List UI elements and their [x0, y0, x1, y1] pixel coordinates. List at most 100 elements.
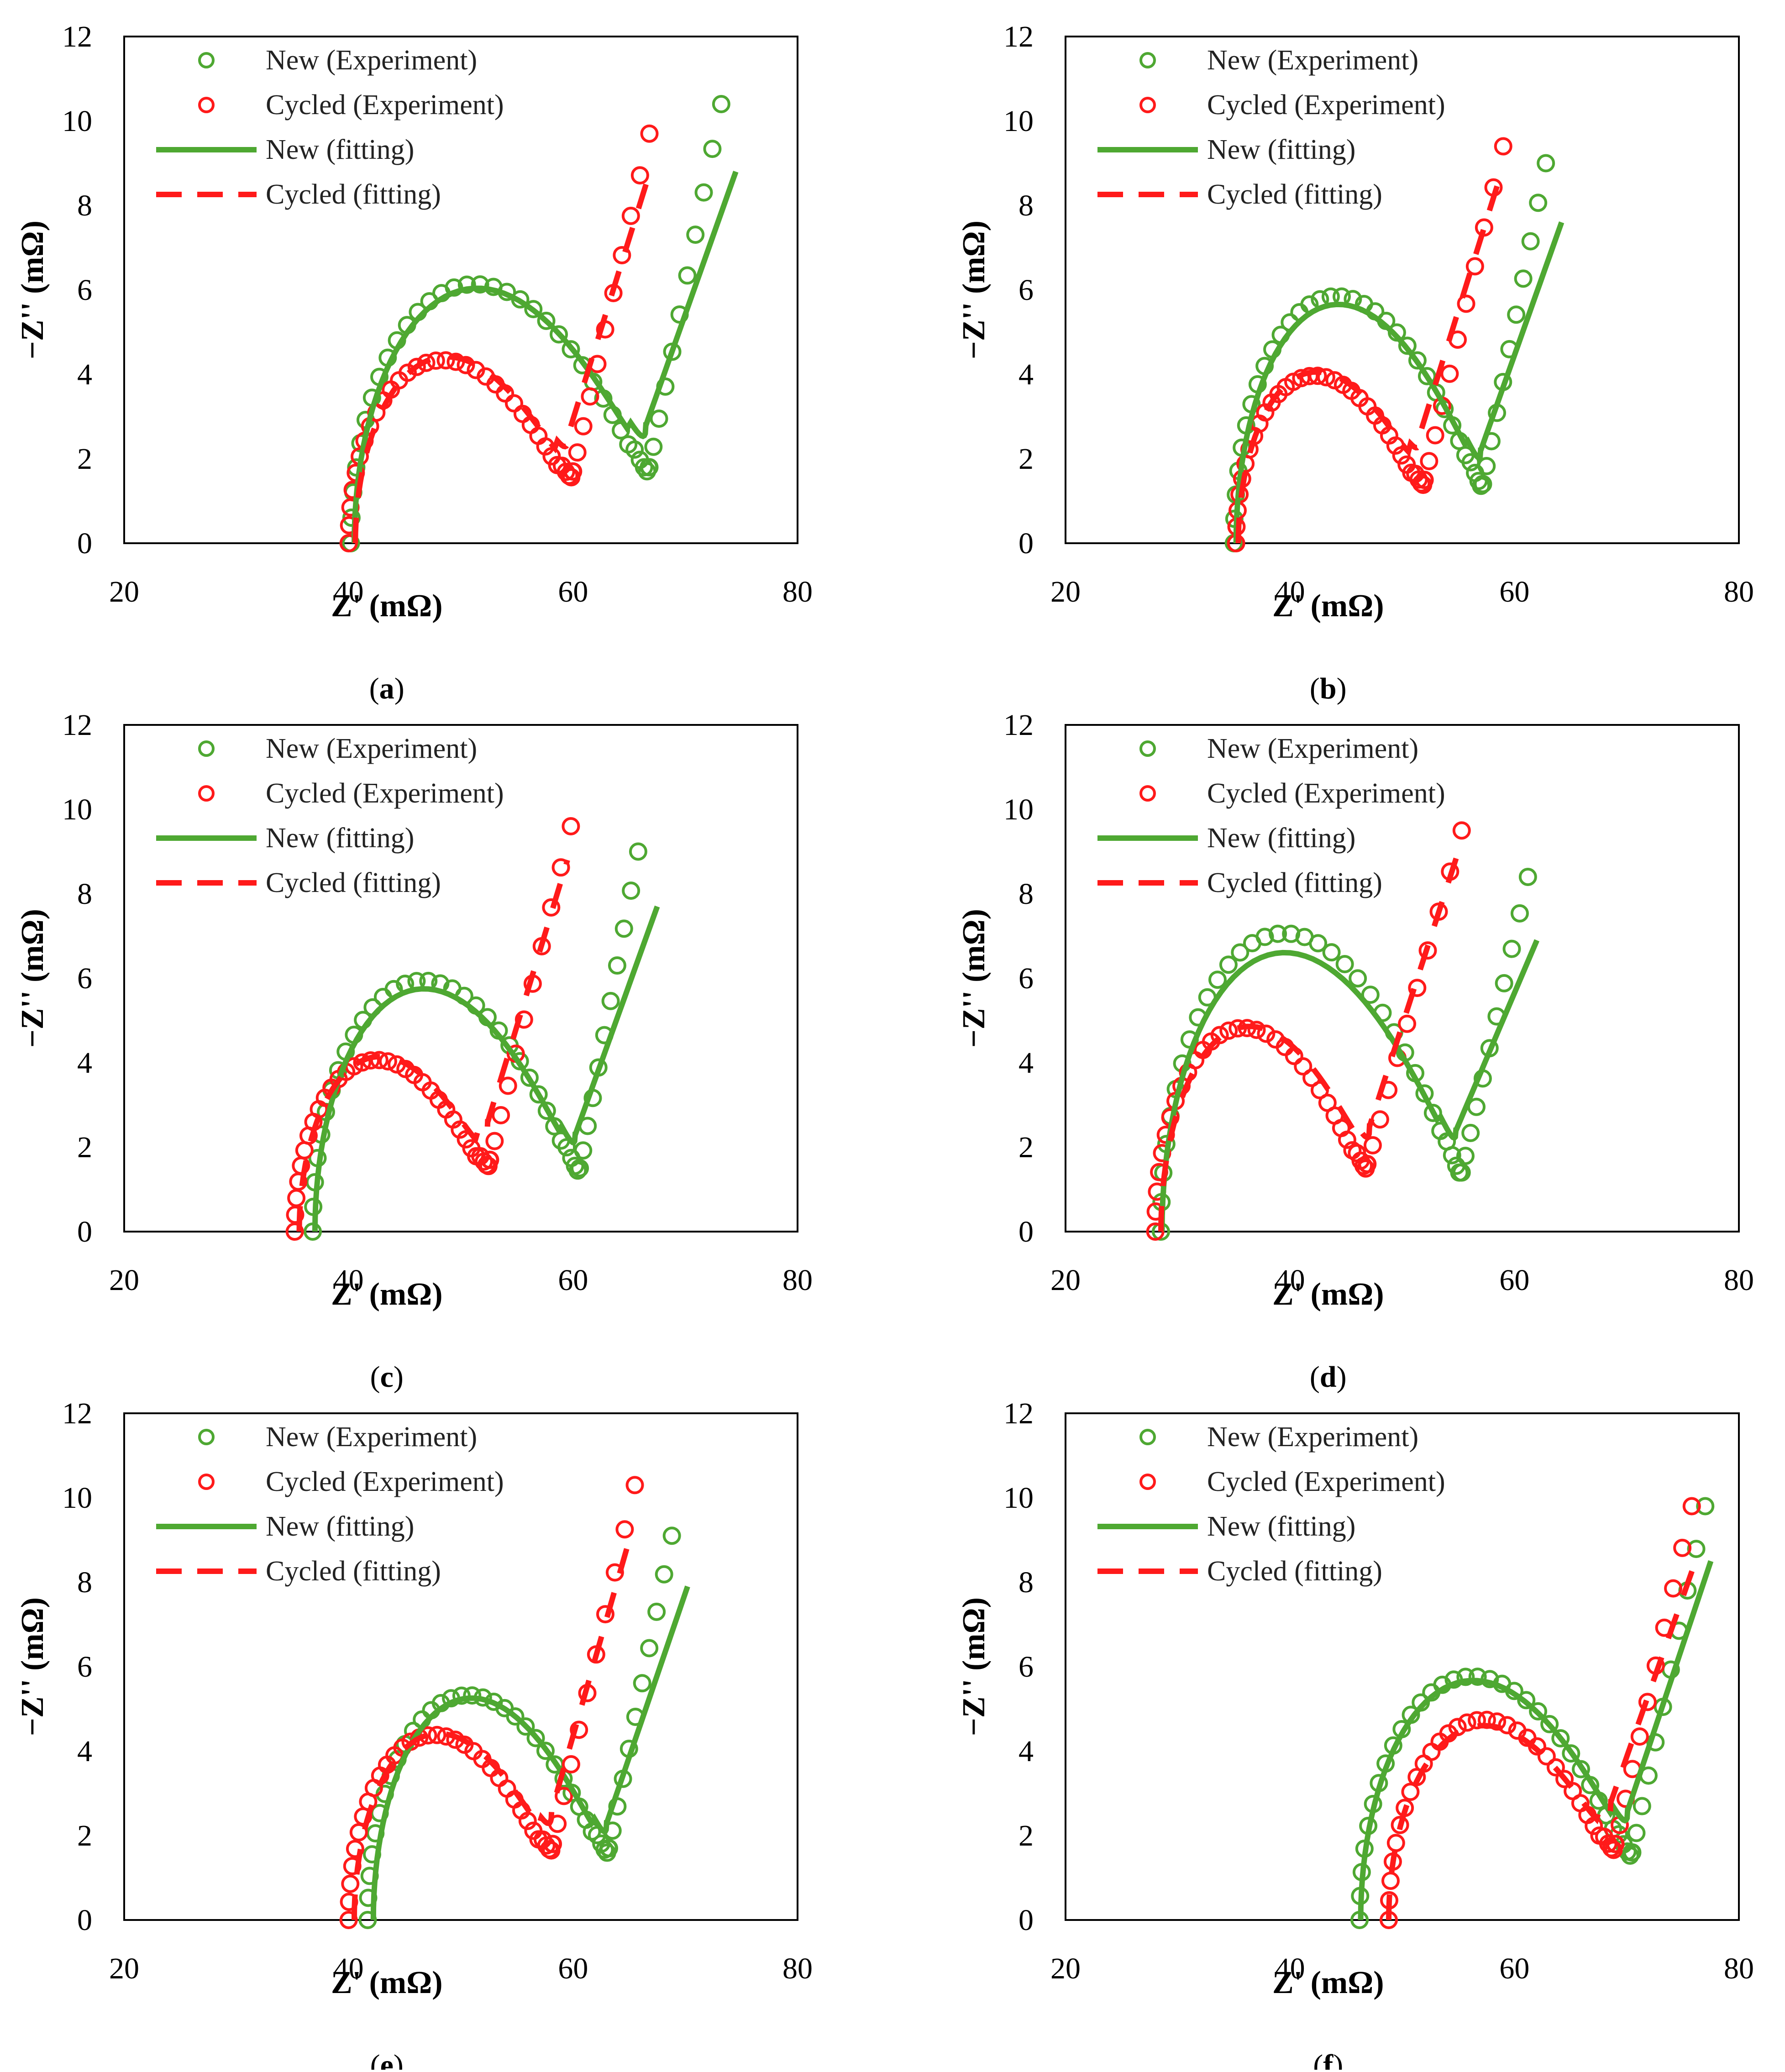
x-tick-label: 60 — [558, 1952, 588, 1985]
data-point-new — [1219, 955, 1238, 974]
legend-label-cyc_fit: Cycled (fitting) — [266, 867, 441, 898]
data-point-new — [1361, 986, 1380, 1004]
panel-caption: (f) — [1313, 2049, 1343, 2070]
x-tick-label: 80 — [782, 575, 813, 608]
data-point-new — [1322, 943, 1341, 962]
fit-line-new — [1233, 221, 1564, 544]
data-point-new — [1423, 1104, 1442, 1123]
x-tick-label: 40 — [334, 1952, 364, 1985]
data-point-cycled — [1257, 1024, 1276, 1043]
data-point-cycled — [1458, 1713, 1476, 1732]
data-point-new — [516, 1717, 535, 1736]
data-point-cycled — [640, 124, 659, 143]
y-tick-label: 6 — [77, 1650, 92, 1684]
legend-label-cyc_exp: Cycled (Experiment) — [1207, 1466, 1445, 1497]
data-point-cycled — [399, 363, 417, 382]
y-tick-label: 0 — [77, 1215, 92, 1248]
data-point-new — [1468, 1668, 1487, 1686]
data-point-new — [506, 1707, 525, 1726]
data-point-cycled — [346, 1840, 364, 1858]
legend-marker-new_exp — [198, 52, 215, 68]
data-point-new — [1456, 1668, 1475, 1686]
data-point-new — [640, 458, 659, 477]
fit-line-new — [352, 170, 739, 544]
legend-label-cyc_exp: Cycled (Experiment) — [266, 778, 504, 809]
y-tick-label: 12 — [62, 708, 92, 742]
data-point-new — [457, 275, 476, 294]
data-point-cycled — [1465, 257, 1484, 276]
y-tick-label: 12 — [1003, 1397, 1034, 1430]
data-point-cycled — [1153, 1144, 1171, 1162]
x-axis-label: Z' (mΩ) — [1272, 1277, 1384, 1312]
legend-marker-cyc_exp — [198, 97, 215, 113]
data-point-new — [1510, 904, 1529, 923]
legend-label-cyc_fit: Cycled (fitting) — [1207, 1556, 1382, 1587]
data-point-new — [524, 300, 543, 319]
legend-label-new_fit: New (fitting) — [266, 823, 414, 854]
data-point-cycled — [615, 1520, 634, 1539]
y-tick-label: 2 — [77, 442, 92, 476]
x-tick-label: 60 — [1499, 575, 1529, 608]
data-point-new — [550, 325, 568, 344]
legend-label-cyc_exp: Cycled (Experiment) — [266, 89, 504, 121]
legend-marker-new_exp — [1139, 740, 1156, 757]
data-point-cycled — [1317, 368, 1335, 387]
data-point-new — [1474, 475, 1492, 493]
data-point-cycled — [625, 1476, 644, 1495]
data-point-cycled — [574, 417, 593, 435]
data-point-cycled — [1408, 979, 1427, 997]
y-tick-label: 2 — [1018, 1131, 1034, 1164]
data-point-new — [1551, 1729, 1570, 1747]
data-point-new — [1452, 1163, 1471, 1182]
data-point-new — [644, 437, 663, 456]
panel-caption: (d) — [1310, 1360, 1347, 1394]
data-point-cycled — [542, 898, 561, 917]
data-point-new — [1696, 1497, 1715, 1516]
x-tick-label: 40 — [1275, 1264, 1305, 1297]
fit-line-cycled — [1235, 184, 1501, 544]
data-point-cycled — [341, 1874, 360, 1893]
x-tick-label: 60 — [1499, 1952, 1529, 1985]
data-point-new — [537, 311, 556, 330]
data-point-new — [562, 340, 580, 359]
data-point-new — [1627, 1824, 1646, 1842]
data-point-new — [608, 956, 626, 975]
y-tick-label: 2 — [1018, 1819, 1034, 1852]
fit-line-cycled — [1158, 850, 1461, 1232]
y-tick-label: 10 — [62, 793, 92, 826]
data-point-new — [1398, 336, 1417, 355]
data-point-new — [600, 1839, 618, 1857]
data-point-new — [1521, 232, 1540, 251]
panel-letter: e — [380, 2049, 394, 2070]
x-tick-label: 20 — [1050, 575, 1081, 608]
data-point-new — [1529, 1702, 1548, 1721]
data-point-cycled — [1308, 367, 1327, 385]
y-tick-label: 12 — [1003, 708, 1034, 742]
data-point-new — [1255, 928, 1274, 946]
data-point-new — [678, 266, 697, 285]
data-point-new — [1529, 194, 1548, 212]
x-tick-label: 80 — [1724, 1952, 1754, 1985]
y-tick-label: 0 — [1018, 527, 1034, 560]
y-tick-label: 2 — [1018, 442, 1034, 476]
panel-caption: (c) — [370, 1360, 404, 1394]
panel-letter: b — [1320, 672, 1337, 705]
y-axis-label: −Z'' (mΩ) — [956, 220, 992, 359]
data-point-cycled — [1294, 1057, 1312, 1076]
data-point-cycled — [1210, 1026, 1229, 1044]
data-point-cycled — [1602, 1839, 1621, 1857]
plot-frame — [1065, 1412, 1740, 1921]
data-point-new — [1507, 305, 1526, 324]
data-point-new — [463, 1686, 482, 1705]
y-tick-label: 4 — [1018, 1046, 1034, 1080]
data-point-new — [647, 1602, 666, 1621]
x-tick-label: 40 — [1275, 575, 1305, 608]
x-tick-label: 80 — [1724, 1264, 1754, 1297]
y-tick-label: 10 — [1003, 1481, 1034, 1515]
y-tick-label: 8 — [77, 189, 92, 222]
y-tick-label: 8 — [77, 1566, 92, 1599]
data-point-cycled — [630, 166, 649, 185]
data-point-cycled — [1673, 1538, 1692, 1557]
data-point-new — [1571, 1760, 1590, 1778]
